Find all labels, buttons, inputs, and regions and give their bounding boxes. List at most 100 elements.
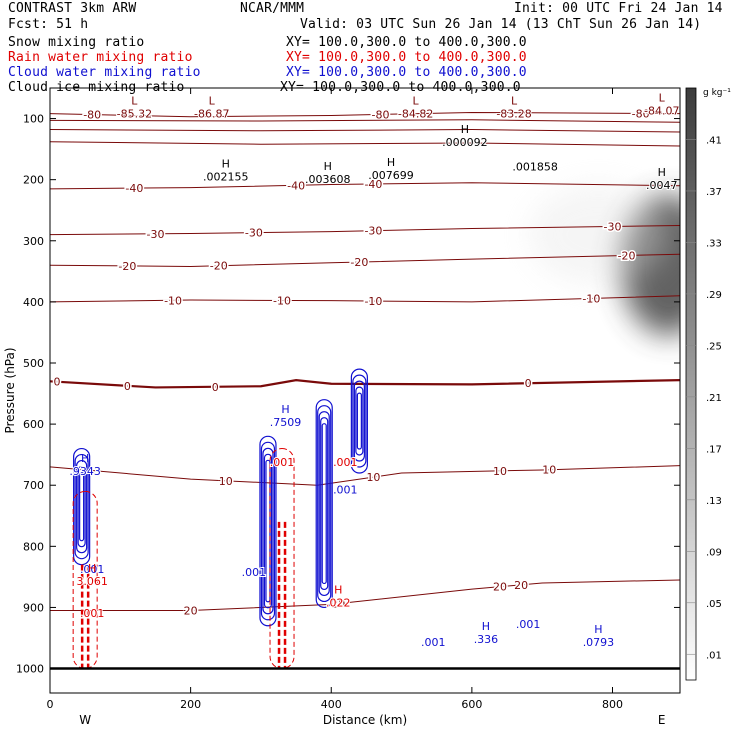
temperature-contour — [50, 465, 680, 486]
contour-label: -80 — [632, 107, 650, 120]
init-time: Init: 00 UTC Fri 24 Jan 14 — [514, 1, 723, 16]
colorbar-unit: g kg⁻¹ — [703, 88, 731, 98]
temperature-contour — [50, 129, 680, 133]
max-marker: H — [482, 620, 490, 633]
colorbar-tick-label: .05 — [706, 599, 722, 610]
max-marker: H — [658, 166, 666, 179]
cloud-water-contour — [356, 392, 362, 450]
forecast-hour: Fcst: 51 h — [8, 17, 89, 32]
max-value-label: 3.061 — [76, 575, 108, 588]
contour-label: 10 — [493, 465, 507, 478]
colorbar-tick-label: .17 — [706, 444, 722, 455]
contour-label: 0 — [212, 381, 219, 394]
colorbar-tick-label: .09 — [706, 547, 722, 558]
cloud-water-contour — [262, 447, 274, 615]
temperature-contour — [50, 119, 680, 123]
contour-label: 0 — [124, 380, 131, 393]
contour-label: -20 — [210, 260, 228, 273]
max-value-label: .001 — [516, 618, 541, 631]
contour-label: -10 — [164, 294, 182, 307]
center-title: NCAR/MMM — [240, 1, 305, 16]
y-tick-label: 900 — [23, 601, 44, 614]
cloud-water-contour — [317, 405, 332, 603]
max-value-label: .001 — [80, 563, 105, 576]
cloud-water-contour — [265, 459, 271, 603]
contour-label: -30 — [604, 220, 622, 233]
max-marker: L — [209, 95, 216, 108]
temperature-contour — [50, 579, 680, 611]
max-value-label: .001 — [333, 456, 358, 469]
contour-label: -40 — [125, 182, 143, 195]
max-marker: H — [324, 160, 332, 173]
y-tick-label: 300 — [23, 235, 44, 248]
max-marker: H — [594, 623, 602, 636]
colorbar-tick-label: .33 — [706, 238, 722, 249]
max-value-label: .001 — [333, 483, 358, 496]
max-value-label: .7509 — [270, 416, 302, 429]
max-marker: L — [511, 95, 518, 108]
contour-label: -40 — [364, 178, 382, 191]
max-marker: H — [88, 562, 96, 575]
snow-shading-blob — [528, 184, 669, 285]
colorbar-tick-label: .41 — [706, 135, 722, 146]
temperature-contour — [50, 141, 680, 147]
x-tick-label: 600 — [461, 698, 482, 711]
x-tick-label: 0 — [47, 698, 54, 711]
rain-water-contour — [72, 490, 98, 670]
max-marker: H — [222, 157, 230, 170]
contour-label: -20 — [618, 249, 636, 262]
temperature-contour — [50, 182, 680, 190]
max-value-label: .0793 — [583, 636, 615, 649]
cloud-water-contour — [260, 441, 276, 621]
contour-label: 10 — [366, 471, 380, 484]
cloud-water-contour — [259, 435, 277, 627]
colorbar-tick-label: .37 — [706, 187, 722, 198]
contour-label: -80 — [83, 109, 101, 122]
max-marker: L — [413, 95, 420, 108]
field-label-rain: Rain water mixing ratio — [8, 50, 193, 65]
cloud-water-contour — [74, 453, 89, 560]
max-marker: H — [81, 452, 89, 465]
max-value-label: -86.87 — [194, 108, 229, 121]
y-tick-label: 200 — [23, 174, 44, 187]
temperature-contour — [50, 295, 680, 303]
contour-label: 20 — [514, 579, 528, 592]
temperature-contour — [50, 253, 680, 267]
max-marker: H — [281, 403, 289, 416]
plot-area: -80 -80 -80 -40 -40 -40 -30 -30 -30 -30 -20 -20 -20 -… — [50, 91, 680, 670]
max-value-label: .001858 — [512, 161, 558, 174]
field-label-snow: Snow mixing ratio — [8, 35, 145, 50]
contour-label: -10 — [364, 295, 382, 308]
contour-label: 0 — [54, 376, 61, 389]
max-value-label: -85.32 — [117, 108, 152, 121]
max-value-label: .001 — [421, 636, 446, 649]
temperature-contour — [50, 111, 680, 118]
cloud-water-contour — [352, 374, 367, 468]
field-label-cloud-water: Cloud water mixing ratio — [8, 65, 201, 80]
y-tick-label: 400 — [23, 296, 44, 309]
colorbar-tick-label: .25 — [706, 341, 722, 352]
cloud-water-contour — [320, 417, 329, 591]
max-value-label: -84.82 — [398, 108, 433, 121]
max-value-label: .001 — [242, 566, 267, 579]
model-title: CONTRAST 3km ARW — [8, 1, 137, 16]
max-value-label: .000092 — [442, 136, 488, 149]
contour-label: 10 — [219, 475, 233, 488]
max-value-label: .022 — [326, 596, 351, 609]
cloud-water-contour — [318, 411, 330, 597]
x-axis-label: Distance (km) — [323, 713, 407, 727]
rain-water-contour — [269, 448, 295, 670]
x-tick-label: 800 — [602, 698, 623, 711]
field-xy-cloud-water: XY= 100.0,300.0 to 400.0,300.0 — [286, 65, 527, 80]
contour-label: -10 — [273, 294, 291, 307]
field-xy-snow: XY= 100.0,300.0 to 400.0,300.0 — [286, 35, 527, 50]
x-tick-label: 400 — [321, 698, 342, 711]
y-tick-label: 800 — [23, 540, 44, 553]
contour-label: 0 — [525, 377, 532, 390]
cloud-water-contour — [350, 368, 368, 474]
max-marker: L — [659, 91, 666, 104]
temperature-contour — [50, 379, 680, 389]
max-value-label: .001 — [80, 607, 105, 620]
colorbar-tick-label: .13 — [706, 496, 722, 507]
